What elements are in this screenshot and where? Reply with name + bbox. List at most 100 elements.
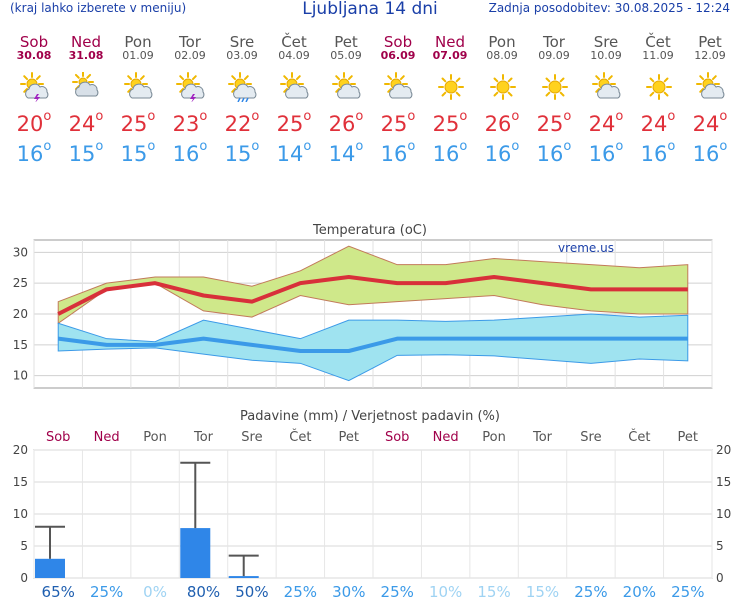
degree-sign: o bbox=[719, 139, 728, 154]
precipitation-probability: 0% bbox=[143, 583, 167, 600]
sun-cloud-icon bbox=[592, 72, 622, 102]
cloudy-icon bbox=[72, 71, 102, 102]
min-temperature-value: 16 bbox=[16, 142, 44, 166]
sun-cloud-icon bbox=[280, 72, 310, 102]
degree-sign: o bbox=[199, 109, 208, 124]
degree-sign: o bbox=[511, 109, 520, 124]
max-temperature-value: 25 bbox=[276, 112, 304, 136]
degree-sign: o bbox=[251, 139, 260, 154]
day-name: Tor bbox=[543, 33, 565, 51]
x-tick-label: Čet bbox=[628, 429, 650, 445]
max-temperature: 20o bbox=[8, 109, 60, 136]
sun-cloud-icon bbox=[124, 72, 154, 102]
max-temperature: 25o bbox=[112, 109, 164, 136]
precipitation-probability: 50% bbox=[235, 583, 268, 600]
min-temperature-line bbox=[57, 336, 688, 353]
day-date: 10.09 bbox=[590, 49, 622, 62]
min-temperature: 16o bbox=[372, 139, 424, 166]
degree-sign: o bbox=[95, 139, 104, 154]
day-date: 07.09 bbox=[432, 49, 468, 62]
max-temperature-value: 25 bbox=[432, 112, 460, 136]
precipitation-probability: 20% bbox=[623, 583, 656, 600]
day-name: Pon bbox=[488, 33, 516, 51]
max-temperature-value: 24 bbox=[68, 112, 96, 136]
min-temperature-value: 14 bbox=[276, 142, 304, 166]
precipitation-probability: 25% bbox=[284, 583, 317, 600]
forecast-strip: Sob 30.08 20o 16o Ned 31.08 24o 15o Pon 01.09 25o 1… bbox=[8, 30, 736, 170]
degree-sign: o bbox=[615, 139, 624, 154]
forecast-day: Čet 11.09 24o 16o bbox=[632, 30, 684, 170]
max-temperature-line bbox=[57, 275, 688, 316]
day-date: 03.09 bbox=[226, 49, 258, 62]
min-temperature: 16o bbox=[164, 139, 216, 166]
day-date: 01.09 bbox=[122, 49, 154, 62]
y-tick-label: 15 bbox=[13, 338, 28, 352]
precipitation-probability: 25% bbox=[90, 583, 123, 600]
forecast-day: Ned 07.09 25o 16o bbox=[424, 30, 476, 170]
watermark: vreme.us bbox=[558, 241, 614, 255]
max-temperature-value: 26 bbox=[328, 112, 356, 136]
min-temperature-value: 16 bbox=[536, 142, 564, 166]
y-tick-label-right: 10 bbox=[716, 507, 731, 521]
day-name: Čet bbox=[281, 33, 307, 51]
precipitation-bar bbox=[180, 528, 211, 578]
x-tick-label: Sre bbox=[580, 430, 601, 445]
sun-cloud-icon bbox=[696, 72, 726, 102]
day-date: 05.09 bbox=[330, 49, 362, 62]
max-temperature-value: 20 bbox=[16, 112, 44, 136]
degree-sign: o bbox=[43, 139, 52, 154]
y-tick-label: 5 bbox=[20, 539, 28, 553]
precipitation-probability: 65% bbox=[42, 583, 75, 600]
precipitation-probability: 25% bbox=[574, 583, 607, 600]
degree-sign: o bbox=[563, 139, 572, 154]
chart-title: Temperatura (oC) bbox=[312, 223, 427, 238]
forecast-day: Sob 30.08 20o 16o bbox=[8, 30, 60, 170]
max-temperature: 26o bbox=[476, 109, 528, 136]
day-date: 30.08 bbox=[16, 49, 52, 62]
max-temperature: 26o bbox=[320, 109, 372, 136]
degree-sign: o bbox=[355, 139, 364, 154]
page-title: Ljubljana 14 dni bbox=[302, 0, 438, 19]
location-menu-hint[interactable]: (kraj lahko izberete v meniju) bbox=[10, 1, 187, 15]
degree-sign: o bbox=[719, 109, 728, 124]
max-temperature-value: 26 bbox=[484, 112, 512, 136]
precipitation-probability: 15% bbox=[526, 583, 559, 600]
y-tick-label: 30 bbox=[13, 245, 28, 259]
min-temperature-value: 16 bbox=[692, 142, 720, 166]
day-date: 06.09 bbox=[380, 49, 416, 62]
y-tick-label-right: 15 bbox=[716, 475, 731, 489]
min-temperature: 14o bbox=[268, 139, 320, 166]
chart-title: Padavine (mm) / Verjetnost padavin (%) bbox=[240, 409, 500, 424]
sun-icon bbox=[436, 72, 466, 102]
min-temperature-value: 16 bbox=[640, 142, 668, 166]
degree-sign: o bbox=[667, 139, 676, 154]
day-date: 11.09 bbox=[642, 49, 674, 62]
min-temperature-value: 16 bbox=[380, 142, 408, 166]
x-tick-label: Čet bbox=[289, 429, 311, 445]
max-temperature: 25o bbox=[268, 109, 320, 136]
x-tick-label: Sob bbox=[385, 430, 409, 445]
forecast-day: Sre 10.09 24o 16o bbox=[580, 30, 632, 170]
max-temperature-value: 23 bbox=[172, 112, 200, 136]
degree-sign: o bbox=[407, 109, 416, 124]
sun-icon bbox=[488, 72, 518, 102]
forecast-day: Tor 02.09 23o 16o bbox=[164, 30, 216, 170]
max-temperature: 23o bbox=[164, 109, 216, 136]
degree-sign: o bbox=[43, 109, 52, 124]
precipitation-probability: 15% bbox=[477, 583, 510, 600]
min-temperature-value: 16 bbox=[432, 142, 460, 166]
degree-sign: o bbox=[511, 139, 520, 154]
max-temperature: 22o bbox=[216, 109, 268, 136]
min-temperature: 15o bbox=[112, 139, 164, 166]
forecast-day: Sob 06.09 25o 16o bbox=[372, 30, 424, 170]
precipitation-probability: 30% bbox=[332, 583, 365, 600]
forecast-day: Čet 04.09 25o 14o bbox=[268, 30, 320, 170]
min-temperature: 16o bbox=[8, 139, 60, 166]
degree-sign: o bbox=[459, 109, 468, 124]
sun-cloud-thunder-icon bbox=[20, 72, 50, 103]
degree-sign: o bbox=[95, 109, 104, 124]
day-name: Pet bbox=[334, 33, 358, 51]
precipitation-probability: 25% bbox=[381, 583, 414, 600]
min-temperature: 15o bbox=[60, 139, 112, 166]
degree-sign: o bbox=[407, 139, 416, 154]
